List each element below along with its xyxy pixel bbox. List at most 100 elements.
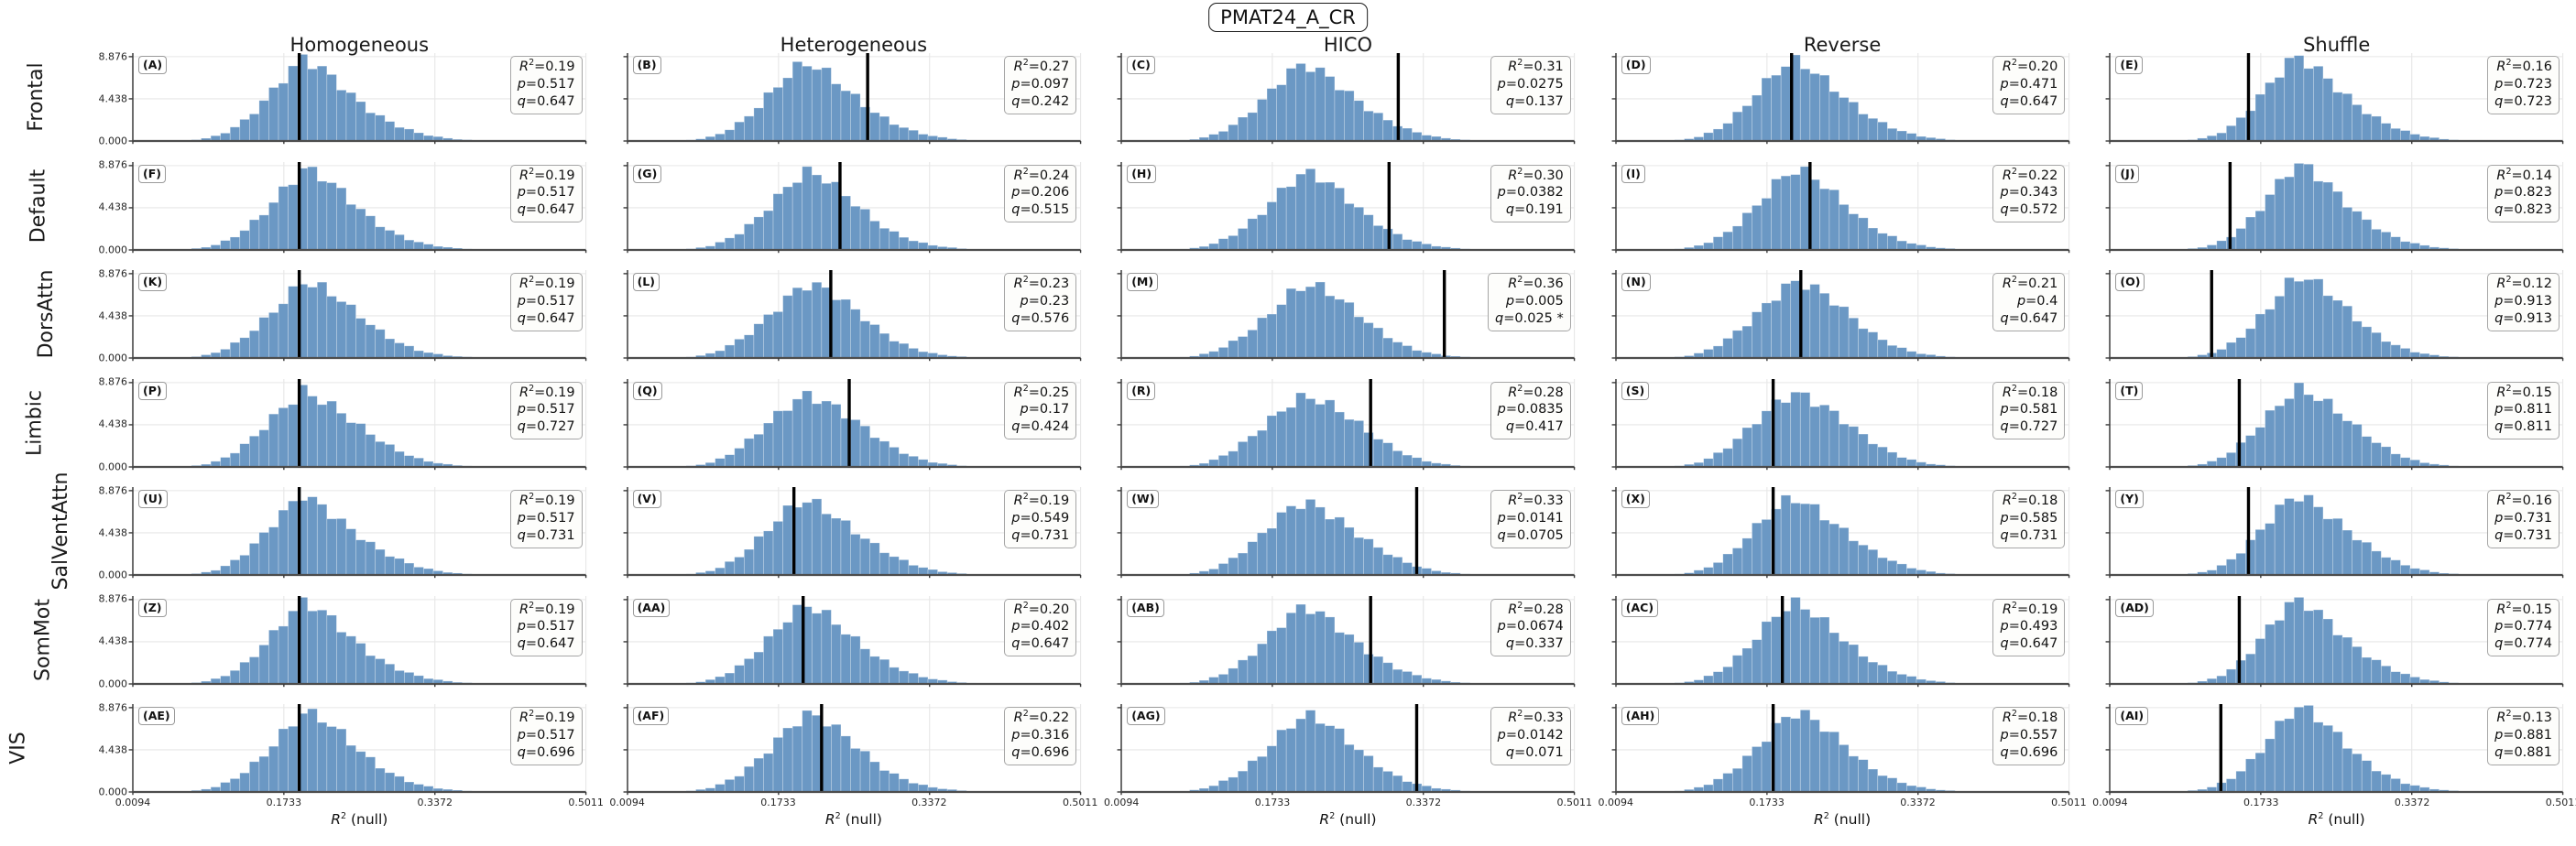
- stat-r2: R2=0.15: [2496, 383, 2552, 400]
- stat-q: q=0.727: [517, 419, 575, 435]
- stat-r2: R2=0.19: [519, 58, 575, 74]
- plot-area: (B) R2=0.27 p=0.097 q=0.242: [628, 53, 1081, 141]
- stat-q: q=0.811: [2494, 419, 2552, 435]
- stat-r2: R2=0.33: [1508, 709, 1564, 725]
- panel-letter-label: (F): [138, 164, 166, 183]
- stat-r2: R2=0.25: [1013, 383, 1070, 400]
- plot-area: (AG) R2=0.33 p=0.0142 q=0.071: [1121, 704, 1575, 792]
- stat-r2: R2=0.16: [2496, 492, 2552, 508]
- panel-letter-label: (E): [2115, 56, 2144, 75]
- histogram-svg: [2110, 379, 2563, 467]
- panel-AF: 0.0094 0.1733 0.3372 0.5011 R2 (null) (AF) R2=…: [609, 704, 1097, 828]
- stats-box: R2=0.22 p=0.316 q=0.696: [1004, 707, 1077, 765]
- histogram-svg: [1616, 487, 2069, 575]
- panel-letter-label: (R): [1127, 381, 1156, 400]
- plot-area: (D) R2=0.20 p=0.471 q=0.647: [1616, 53, 2069, 141]
- histogram-svg: [133, 596, 586, 684]
- panel-D: (D) R2=0.20 p=0.471 q=0.647: [1616, 53, 2069, 162]
- panel-letter-label: (AC): [1621, 598, 1659, 617]
- stats-box: R2=0.28 p=0.0674 q=0.337: [1490, 598, 1571, 657]
- stat-p: p=0.517: [517, 402, 575, 418]
- y-tick-label: 0.000: [98, 678, 128, 689]
- column-title-0: Homogeneous: [289, 34, 430, 56]
- panel-Q: (Q) R2=0.25 p=0.17 q=0.424: [628, 379, 1081, 488]
- row-label-cell: DorsAttn: [0, 270, 92, 379]
- stat-p: p=0.493: [2000, 619, 2058, 634]
- plot-area: (O) R2=0.12 p=0.913 q=0.913: [2110, 270, 2563, 358]
- stat-q: q=0.913: [2494, 310, 2552, 326]
- network-label: Frontal: [25, 62, 49, 132]
- stat-q: q=0.576: [1011, 310, 1070, 326]
- plot-area: (G) R2=0.24 p=0.206 q=0.515: [628, 162, 1081, 250]
- plot-area: (I) R2=0.22 p=0.343 q=0.572: [1616, 162, 2069, 250]
- network-label: SomMot: [31, 598, 55, 681]
- panel-Z: (Z) R2=0.19 p=0.517 q=0.647 0.000 4.438 8.876: [99, 593, 586, 705]
- panel-AA: (AA) R2=0.20 p=0.402 q=0.647: [628, 596, 1081, 705]
- x-tick-label: 0.5011: [1556, 797, 1593, 808]
- stat-p: p=0.005: [1505, 293, 1564, 309]
- plot-area: (L) R2=0.23 p=0.23 q=0.576: [628, 270, 1081, 358]
- plot-area: (V) R2=0.19 p=0.549 q=0.731: [628, 487, 1081, 575]
- stat-r2: R2=0.18: [2002, 383, 2058, 400]
- figure-title: PMAT24_A_CR: [1208, 3, 1368, 32]
- stats-box: R2=0.15 p=0.774 q=0.774: [2487, 598, 2560, 657]
- stat-q: q=0.647: [517, 202, 575, 218]
- x-tick-label: 0.5011: [2545, 797, 2576, 808]
- panel-C: (C) R2=0.31 p=0.0275 q=0.137: [1121, 53, 1575, 162]
- stat-r2: R2=0.28: [1508, 600, 1564, 617]
- stat-q: q=0.727: [2000, 419, 2058, 435]
- panel-AG: 0.0094 0.1733 0.3372 0.5011 R2 (null) (AG) R2=…: [1104, 704, 1592, 828]
- y-tick-label: 4.438: [98, 418, 128, 430]
- x-tick-label: 0.1733: [1254, 797, 1291, 808]
- y-tick-label: 4.438: [98, 92, 128, 105]
- panel-Y: (Y) R2=0.16 p=0.731 q=0.731: [2110, 487, 2563, 596]
- panel-row-5: SomMot (Z) R2=0.19 p=0.517 q=0.647 0.000 4.438…: [0, 593, 2563, 705]
- panel-letter-label: (X): [1621, 490, 1650, 509]
- panel-letter-label: (AH): [1621, 707, 1660, 726]
- stat-r2: R2=0.22: [2002, 166, 2058, 183]
- plot-area: (AA) R2=0.20 p=0.402 q=0.647: [628, 596, 1081, 684]
- stat-q: q=0.572: [2000, 202, 2058, 218]
- histogram-svg: [1121, 379, 1575, 467]
- stats-box: R2=0.28 p=0.0835 q=0.417: [1490, 381, 1571, 440]
- stat-r2: R2=0.19: [519, 492, 575, 508]
- stat-p: p=0.343: [2000, 185, 2058, 201]
- stat-r2: R2=0.18: [2002, 709, 2058, 725]
- histogram-svg: [1616, 270, 2069, 358]
- panel-K: (K) R2=0.19 p=0.517 q=0.647 0.000 4.438 8.876: [99, 267, 586, 379]
- network-label: Default: [27, 168, 50, 243]
- plot-area: (J) R2=0.14 p=0.823 q=0.823: [2110, 162, 2563, 250]
- histogram-svg: [628, 53, 1081, 141]
- histogram-svg: [133, 162, 586, 250]
- x-tick-label: 0.0094: [1103, 797, 1140, 808]
- stat-q: q=0.647: [2000, 310, 2058, 326]
- histogram-svg: [628, 487, 1081, 575]
- panel-letter-label: (S): [1621, 381, 1650, 400]
- y-tick-label: 4.438: [98, 309, 128, 322]
- stats-box: R2=0.19 p=0.517 q=0.647: [509, 273, 583, 331]
- stat-q: q=0.071: [1505, 744, 1564, 760]
- stat-p: p=0.774: [2494, 619, 2552, 634]
- stat-q: q=0.696: [2000, 744, 2058, 760]
- x-tick-label: 0.5011: [1062, 797, 1098, 808]
- panel-letter-label: (N): [1621, 273, 1651, 292]
- x-tick-label: 0.0094: [1598, 797, 1634, 808]
- x-tick-label: 0.1733: [2243, 797, 2279, 808]
- panel-V: (V) R2=0.19 p=0.549 q=0.731: [628, 487, 1081, 596]
- stats-box: R2=0.19 p=0.517 q=0.731: [509, 490, 583, 548]
- panel-letter-label: (L): [632, 273, 660, 292]
- stats-box: R2=0.16 p=0.723 q=0.723: [2487, 56, 2560, 114]
- panel-B: (B) R2=0.27 p=0.097 q=0.242: [628, 53, 1081, 162]
- panel-letter-label: (AF): [632, 707, 670, 726]
- plot-area: (F) R2=0.19 p=0.517 q=0.647 0.000 4.438 8.876: [99, 159, 586, 255]
- plot-area: (S) R2=0.18 p=0.581 q=0.727: [1616, 379, 2069, 467]
- stat-q: q=0.242: [1011, 93, 1070, 109]
- column-title-1: Heterogeneous: [780, 34, 928, 56]
- stat-q: q=0.137: [1505, 93, 1564, 109]
- stats-box: R2=0.25 p=0.17 q=0.424: [1004, 381, 1077, 440]
- histogram-svg: [2110, 53, 2563, 141]
- stat-p: p=0.581: [2000, 402, 2058, 418]
- stats-box: R2=0.15 p=0.811 q=0.811: [2487, 381, 2560, 440]
- stats-box: R2=0.36 p=0.005 q=0.025 *: [1488, 273, 1571, 331]
